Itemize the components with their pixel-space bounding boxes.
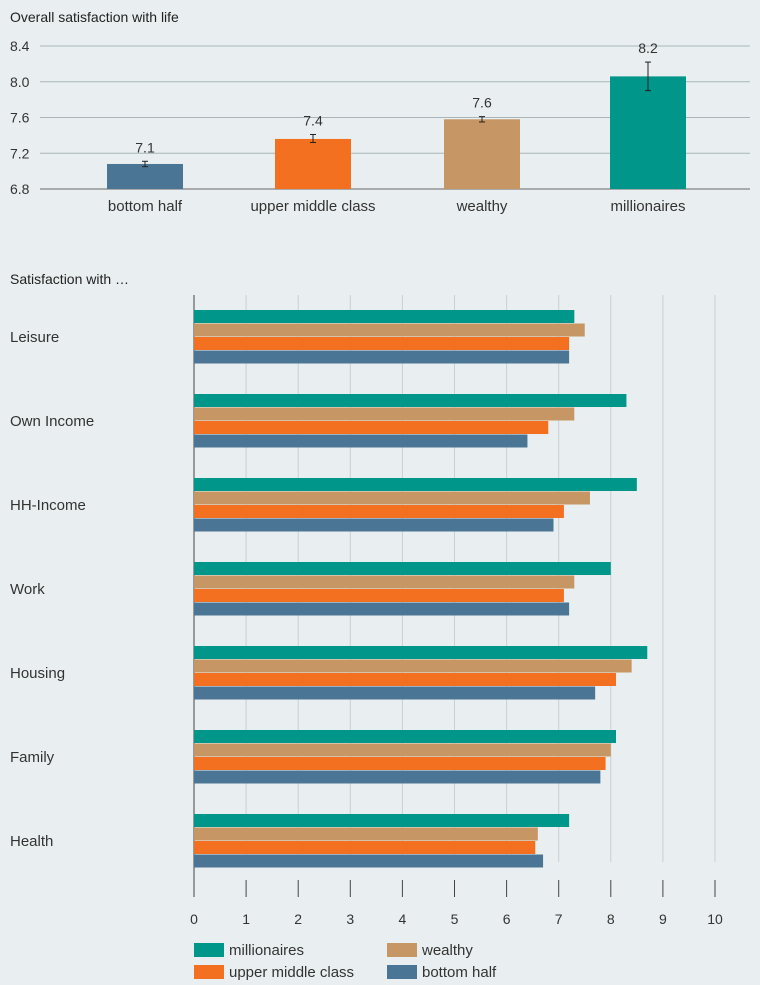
y-tick-label: 8.4: [10, 38, 30, 54]
bar: [194, 407, 575, 421]
bar: [444, 119, 520, 189]
y-category-label: Health: [10, 833, 53, 850]
bar: [194, 757, 606, 770]
data-label: 7.4: [303, 112, 323, 128]
x-tick-label: millionaires: [610, 198, 685, 215]
data-label: 8.2: [638, 40, 658, 56]
x-tick-label: wealthy: [456, 198, 508, 215]
bar: [194, 743, 611, 757]
bar: [194, 562, 611, 575]
bar: [194, 770, 601, 784]
legend-swatch: [194, 943, 224, 957]
x-tick-label: 8: [607, 911, 615, 927]
bar: [194, 730, 617, 743]
bar: [194, 350, 570, 364]
x-tick-label: 0: [190, 911, 198, 927]
bar: [194, 394, 627, 407]
bar: [194, 505, 564, 518]
legend-swatch: [194, 965, 224, 979]
bar: [194, 310, 575, 323]
x-tick-label: 3: [346, 911, 354, 927]
x-tick-label: 2: [294, 911, 302, 927]
y-category-label: Housing: [10, 665, 65, 682]
bar: [107, 163, 183, 189]
x-tick-label: 10: [707, 911, 723, 927]
overall-satisfaction-chart: Overall satisfaction with life 6.8 7.2 7.6…: [10, 9, 750, 215]
bar: [194, 518, 554, 532]
bar: [194, 646, 648, 659]
x-tick-label: 9: [659, 911, 667, 927]
legend-swatch: [387, 943, 417, 957]
x-tick-label: 1: [242, 911, 250, 927]
legend-label: wealthy: [421, 942, 473, 959]
legend-label: bottom half: [422, 964, 497, 981]
domain-satisfaction-chart: Satisfaction with … 0 1 2 3 4 5 6 7 8 9 10 Leisure O…: [10, 271, 723, 981]
y-tick-label: 7.2: [10, 145, 30, 161]
legend-label: upper middle class: [229, 964, 354, 981]
x-tick-label: 5: [451, 911, 459, 927]
bar: [194, 575, 575, 589]
bar: [194, 814, 570, 827]
bar: [194, 602, 570, 616]
x-tick-label: upper middle class: [250, 198, 375, 215]
y-category-label: Work: [10, 581, 45, 598]
bar: [610, 76, 686, 189]
bar: [194, 337, 570, 350]
bar: [194, 841, 536, 854]
y-category-label: Family: [10, 749, 55, 766]
bottom-chart-title: Satisfaction with …: [10, 271, 129, 287]
bar: [194, 827, 538, 841]
bar: [194, 323, 585, 337]
x-tick-label: 7: [555, 911, 563, 927]
top-chart-title: Overall satisfaction with life: [10, 9, 179, 25]
y-category-label: HH-Income: [10, 497, 86, 514]
bar: [194, 589, 564, 602]
bar: [194, 686, 596, 700]
x-tick-label: 6: [503, 911, 511, 927]
data-label: 7.6: [472, 95, 492, 111]
bar: [194, 421, 549, 434]
bar: [194, 434, 528, 448]
bar: [194, 478, 637, 491]
legend-label: millionaires: [229, 942, 304, 959]
bar: [194, 659, 632, 673]
data-label: 7.1: [135, 139, 155, 155]
legend-swatch: [387, 965, 417, 979]
y-category-label: Leisure: [10, 329, 59, 346]
bar: [194, 673, 617, 686]
y-tick-label: 7.6: [10, 110, 30, 126]
bar: [275, 138, 351, 189]
x-tick-label: 4: [399, 911, 407, 927]
y-tick-label: 8.0: [10, 74, 30, 90]
bar: [194, 854, 544, 868]
x-tick-label: bottom half: [108, 198, 183, 215]
y-category-label: Own Income: [10, 413, 94, 430]
y-tick-label: 6.8: [10, 181, 30, 197]
bar: [194, 491, 590, 505]
